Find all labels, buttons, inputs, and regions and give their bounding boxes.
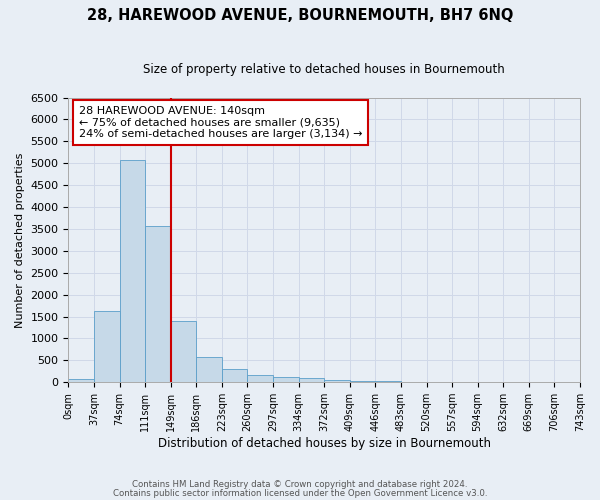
Bar [119,160,145,382]
Bar [145,226,171,382]
Y-axis label: Number of detached properties: Number of detached properties [15,152,25,328]
Bar [324,380,350,382]
Bar [68,379,94,382]
Bar [171,321,196,382]
Bar [350,381,376,382]
Bar [196,357,222,382]
Text: 28 HAREWOOD AVENUE: 140sqm
← 75% of detached houses are smaller (9,635)
24% of s: 28 HAREWOOD AVENUE: 140sqm ← 75% of deta… [79,106,362,139]
Title: Size of property relative to detached houses in Bournemouth: Size of property relative to detached ho… [143,62,505,76]
Text: Contains public sector information licensed under the Open Government Licence v3: Contains public sector information licen… [113,488,487,498]
Bar [94,311,119,382]
Text: 28, HAREWOOD AVENUE, BOURNEMOUTH, BH7 6NQ: 28, HAREWOOD AVENUE, BOURNEMOUTH, BH7 6N… [87,8,513,22]
Bar [247,374,273,382]
Bar [222,369,247,382]
Text: Contains HM Land Registry data © Crown copyright and database right 2024.: Contains HM Land Registry data © Crown c… [132,480,468,489]
Bar [299,378,324,382]
X-axis label: Distribution of detached houses by size in Bournemouth: Distribution of detached houses by size … [158,437,491,450]
Bar [273,376,299,382]
